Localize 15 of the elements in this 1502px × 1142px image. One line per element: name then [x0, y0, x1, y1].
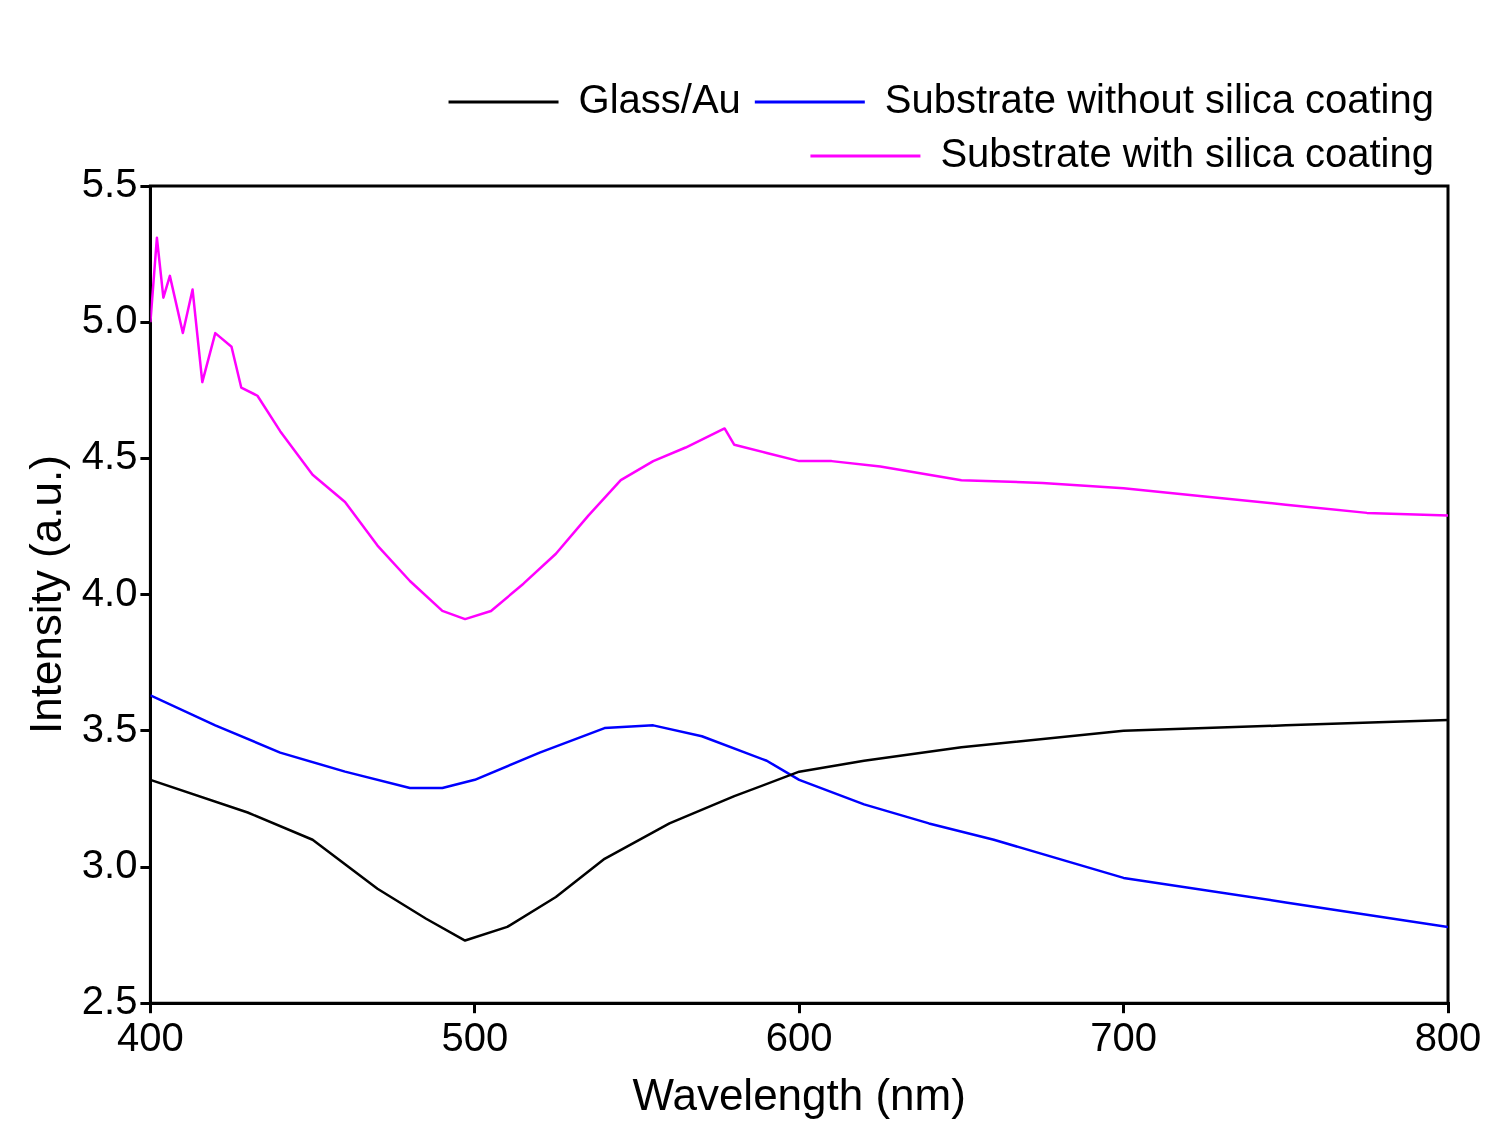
y-tick-label: 3.0	[81, 842, 138, 887]
legend-label: Glass/Au	[578, 77, 741, 122]
x-tick-label: 700	[1090, 1015, 1157, 1060]
x-tick-label: 600	[765, 1015, 833, 1060]
x-tick-label: 800	[1414, 1015, 1482, 1060]
y-tick-label: 4.0	[81, 569, 138, 614]
y-tick-label: 5.5	[81, 161, 138, 206]
x-axis-title: Wavelength (nm)	[632, 1069, 966, 1119]
y-tick-label: 5.0	[81, 297, 138, 342]
legend-label: Substrate without silica coating	[884, 77, 1435, 122]
y-axis-title: Intensity (a.u.)	[20, 455, 70, 734]
y-tick-label: 4.5	[81, 433, 138, 478]
y-tick-label: 3.5	[81, 705, 138, 750]
x-tick-label: 500	[441, 1015, 509, 1060]
legend-label: Substrate with silica coating	[940, 131, 1434, 176]
